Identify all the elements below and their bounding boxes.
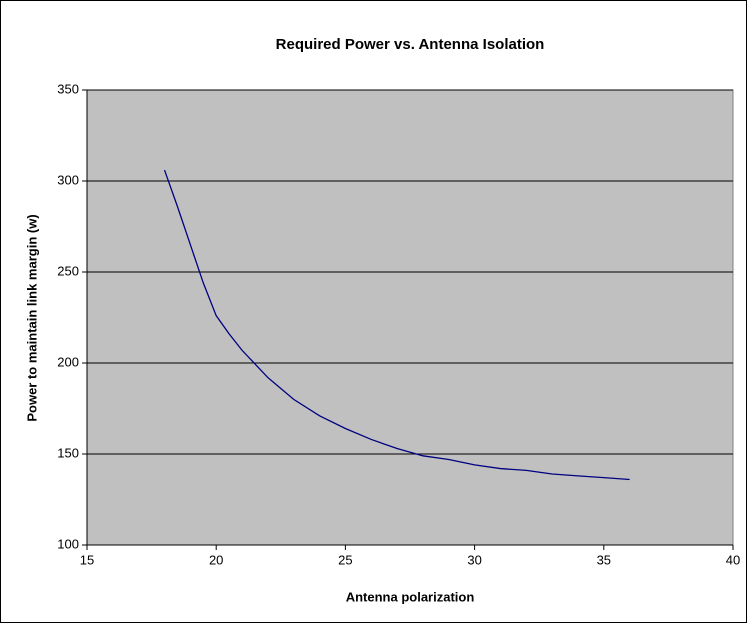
y-tick-label: 350 [57,81,79,96]
x-tick-label: 35 [597,552,611,567]
x-axis-label: Antenna polarization [346,589,475,604]
x-tick-label: 20 [209,552,223,567]
line-series [163,169,630,481]
y-tick-label: 150 [57,445,79,460]
y-tick-label: 250 [57,263,79,278]
y-tick-label: 100 [57,536,79,551]
chart-title: Required Power vs. Antenna Isolation [276,36,545,53]
y-tick-label: 200 [57,354,79,369]
x-tick-label: 15 [80,552,94,567]
x-tick-label: 40 [726,552,740,567]
y-tick-label: 300 [57,172,79,187]
y-axis-label: Power to maintain link margin (w) [24,214,39,421]
x-tick-label: 25 [338,552,352,567]
plot-area [86,89,734,546]
x-tick-label: 30 [467,552,481,567]
